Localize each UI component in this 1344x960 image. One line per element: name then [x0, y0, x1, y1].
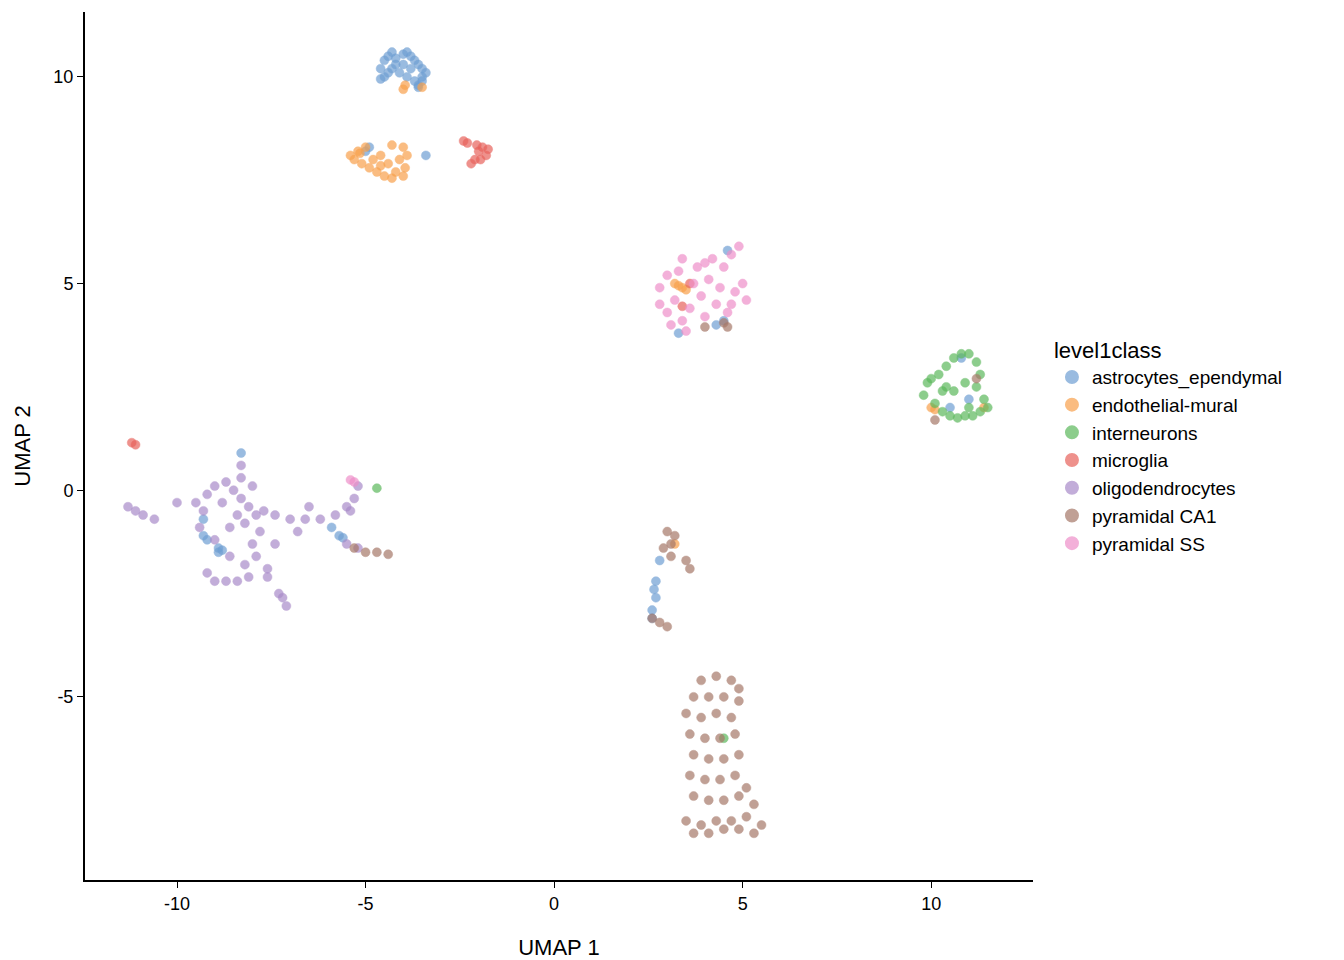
- svg-text:10: 10: [53, 67, 73, 87]
- svg-text:-5: -5: [57, 687, 73, 707]
- svg-text:oligodendrocytes: oligodendrocytes: [1092, 478, 1236, 499]
- svg-text:UMAP 1: UMAP 1: [518, 935, 600, 960]
- svg-text:interneurons: interneurons: [1092, 423, 1198, 444]
- svg-text:endothelial-mural: endothelial-mural: [1092, 395, 1238, 416]
- svg-text:10: 10: [921, 894, 941, 914]
- svg-text:0: 0: [549, 894, 559, 914]
- svg-text:microglia: microglia: [1092, 450, 1168, 471]
- svg-text:level1class: level1class: [1054, 338, 1162, 363]
- svg-text:0: 0: [63, 481, 73, 501]
- svg-text:5: 5: [738, 894, 748, 914]
- svg-text:UMAP 2: UMAP 2: [10, 405, 35, 487]
- svg-text:-10: -10: [164, 894, 190, 914]
- svg-text:pyramidal CA1: pyramidal CA1: [1092, 506, 1217, 527]
- svg-text:pyramidal SS: pyramidal SS: [1092, 534, 1205, 555]
- svg-text:-5: -5: [358, 894, 374, 914]
- svg-text:astrocytes_ependymal: astrocytes_ependymal: [1092, 367, 1282, 389]
- svg-text:5: 5: [63, 274, 73, 294]
